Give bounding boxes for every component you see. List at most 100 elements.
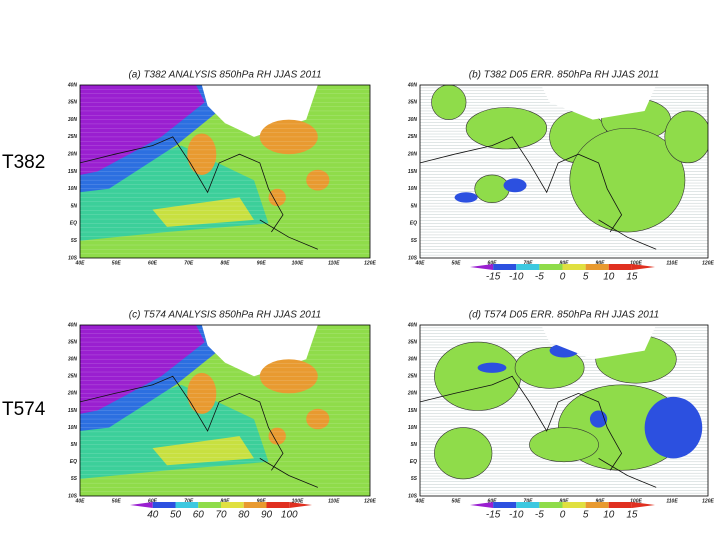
map-frame <box>419 84 709 259</box>
tibet <box>541 85 657 120</box>
lat-label: 35N <box>68 339 78 345</box>
colorbar-label: 15 <box>626 272 638 283</box>
map-panel: (c) T574 ANALYSIS 850hPa RH JJAS 2011 40N… <box>67 310 377 505</box>
lat-label: 10N <box>68 425 78 431</box>
lon-label: 120E <box>364 498 376 504</box>
coastline <box>598 458 657 488</box>
lon-label: 70E <box>184 260 194 266</box>
lat-label: 5N <box>411 203 418 209</box>
lat-label: 5N <box>71 203 78 209</box>
lat-label: EQ <box>70 221 77 227</box>
field-green <box>474 174 510 203</box>
lat-label: EQ <box>410 459 417 465</box>
lon-label: 50E <box>452 260 462 266</box>
lon-label: 60E <box>488 260 498 266</box>
lat-label: 5S <box>71 238 78 244</box>
lon-label: 50E <box>452 498 462 504</box>
lat-label: 20N <box>67 152 78 158</box>
colorbar-label: -15 <box>486 272 501 283</box>
colorbar-cell <box>585 264 609 270</box>
lat-label: 25N <box>67 374 78 380</box>
colorbar-label: 10 <box>603 510 615 521</box>
colorbar: -15 -10 -5 0 5 10 15 <box>470 264 655 283</box>
lon-label: 90E <box>257 498 267 504</box>
lon-label: 100E <box>292 498 304 504</box>
field-orange <box>268 427 286 445</box>
colorbar-cell <box>516 502 540 508</box>
lon-label: 70E <box>184 498 194 504</box>
coastline <box>259 219 318 250</box>
colorbar-label: 70 <box>215 510 227 521</box>
lon-label: 110E <box>666 498 678 504</box>
colorbar-label: 90 <box>261 510 273 521</box>
lon-label: 110E <box>328 498 340 504</box>
colorbar-label: 10 <box>603 272 615 283</box>
lat-label: 20N <box>67 391 78 397</box>
lat-label: 10S <box>408 493 418 499</box>
lon-label: 120E <box>364 260 376 266</box>
lon-label: 90E <box>257 260 267 266</box>
field-orange <box>268 188 286 207</box>
colorbar-label: 100 <box>281 510 298 521</box>
panel-title: (d) T574 D05 ERR. 850hPa RH JJAS 2011 <box>469 310 659 321</box>
colorbar-cell <box>631 502 655 508</box>
row-label: T382 <box>2 152 45 173</box>
colorbar-cell <box>562 264 586 270</box>
lat-label: 10N <box>68 186 78 192</box>
lat-label: 35N <box>68 100 78 106</box>
tibet <box>541 325 657 360</box>
field-green <box>514 346 585 389</box>
lat-label: 30N <box>408 357 418 363</box>
lon-label: 100E <box>630 260 642 266</box>
field-green <box>664 110 708 164</box>
field-green <box>434 427 493 480</box>
colorbar-cell <box>221 502 244 508</box>
lat-label: 30N <box>408 117 418 123</box>
lat-label: 40N <box>407 82 418 88</box>
lon-label: 50E <box>112 498 122 504</box>
map-frame <box>79 324 371 497</box>
colorbar-label: -5 <box>535 272 544 283</box>
field-green <box>569 127 686 233</box>
lon-label: 50E <box>112 260 122 266</box>
lon-label: 60E <box>488 498 498 504</box>
colorbar-cell <box>585 502 609 508</box>
colorbar-cell <box>243 502 267 508</box>
lon-label: 40E <box>75 260 86 266</box>
row-label: T574 <box>2 399 46 420</box>
lon-label: 80E <box>560 260 570 266</box>
lon-label: 100E <box>630 498 642 504</box>
field-orange <box>259 359 318 394</box>
lon-label: 80E <box>560 498 570 504</box>
map-fill <box>80 85 370 258</box>
field-orange <box>187 133 217 175</box>
lat-label: 20N <box>407 391 418 397</box>
map-frame <box>79 84 371 259</box>
colorbar-cell <box>608 502 632 508</box>
colorbar-label: -10 <box>509 510 524 521</box>
colorbar-cell <box>175 502 199 508</box>
lat-label: 10S <box>68 255 78 261</box>
colorbar-cell <box>152 502 176 508</box>
colorbar-cell <box>631 264 655 270</box>
field-purple <box>80 85 205 175</box>
coastline <box>420 375 623 471</box>
colorbar-cell <box>608 264 632 270</box>
colorbar: -15 -10 -5 0 5 10 15 <box>470 502 655 521</box>
lat-label: 35N <box>408 100 418 106</box>
lat-label: 15N <box>68 408 78 414</box>
colorbar: 40 50 60 70 80 90 100 <box>130 502 312 521</box>
colorbar-label: -10 <box>509 272 524 283</box>
lat-label: 40N <box>407 322 418 328</box>
lon-label: 110E <box>328 260 340 266</box>
lat-label: 25N <box>407 134 418 140</box>
field-blue <box>644 396 703 459</box>
panel-title: (b) T382 D05 ERR. 850hPa RH JJAS 2011 <box>469 70 659 81</box>
lat-label: 10N <box>408 186 418 192</box>
lat-label: 25N <box>67 134 78 140</box>
lon-label: 90E <box>596 498 606 504</box>
lon-label: 110E <box>666 260 678 266</box>
colorbar-cell <box>562 502 586 508</box>
field-green <box>529 427 599 463</box>
